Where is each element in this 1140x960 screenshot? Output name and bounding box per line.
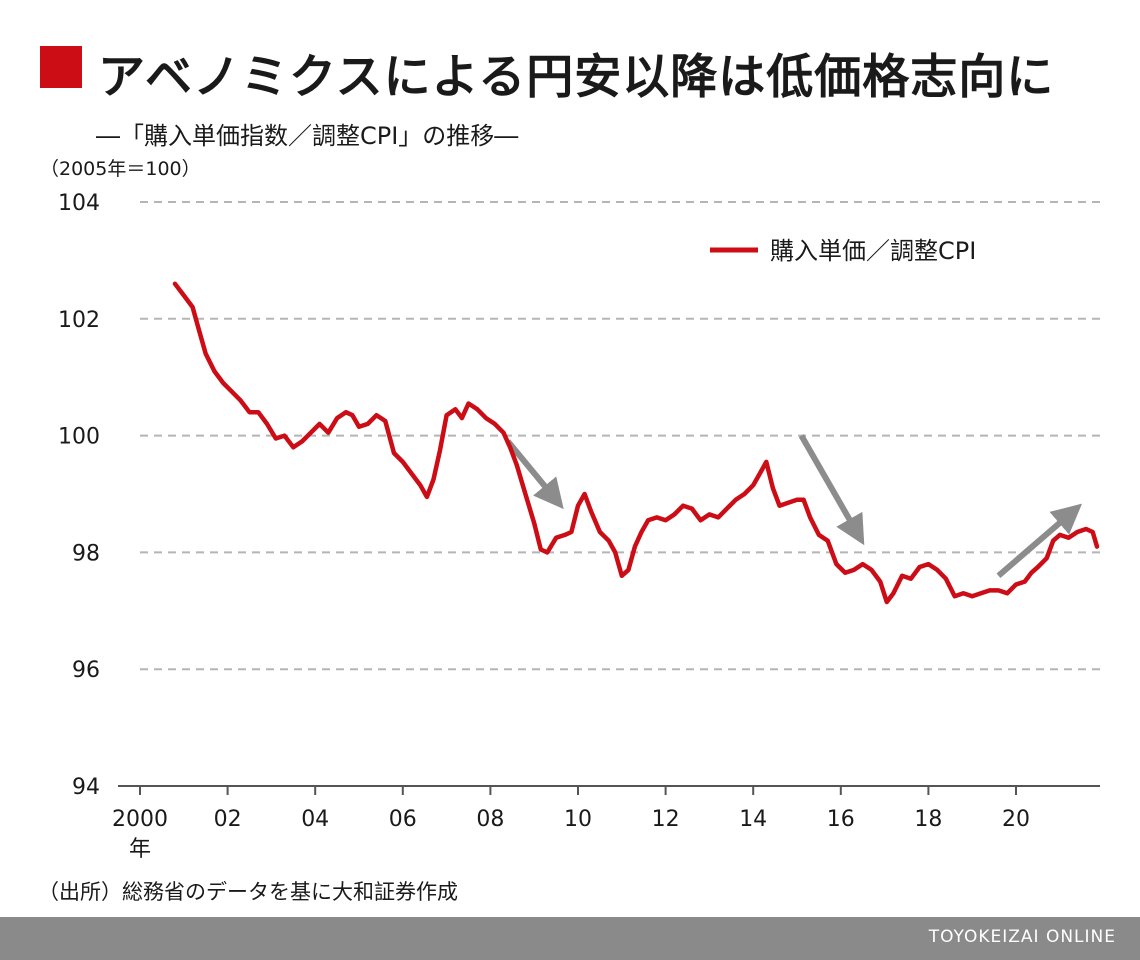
x-tick-label-20: 20 — [1002, 807, 1030, 832]
y-tick-label-102: 102 — [58, 308, 100, 333]
trend-arrow-3 — [996, 503, 1083, 579]
x-tick-label-10: 10 — [564, 807, 592, 832]
footer-bar: TOYOKEIZAI ONLINE — [0, 917, 1140, 960]
y-tick-label-98: 98 — [72, 541, 100, 566]
title-marker-square — [40, 46, 82, 88]
x-axis-unit-label: 年 — [129, 837, 151, 862]
chart-title: アベノミクスによる円安以降は低価格志向に — [98, 50, 1055, 105]
series-line-1 — [172, 281, 1100, 605]
x-tick-label-16: 16 — [827, 807, 855, 832]
x-tick-label-08: 08 — [476, 807, 504, 832]
x-tick-label-12: 12 — [652, 807, 680, 832]
x-tick-label-14: 14 — [739, 807, 767, 832]
y-tick-label-104: 104 — [58, 191, 100, 216]
chart-subtitle: ―「購入単価指数／調整CPI」の推移― — [96, 122, 519, 150]
y-tick-label-96: 96 — [72, 658, 100, 683]
x-tick-label-04: 04 — [301, 807, 329, 832]
source-note: （出所）総務省のデータを基に大和証券作成 — [38, 880, 458, 904]
legend-label: 購入単価／調整CPI — [770, 237, 976, 265]
x-tick-label-18: 18 — [914, 807, 942, 832]
x-tick-label-2000: 2000 — [112, 807, 168, 832]
x-tick-label-02: 02 — [214, 807, 242, 832]
trend-arrow-1 — [505, 439, 564, 510]
x-tick-label-06: 06 — [389, 807, 417, 832]
y-axis-unit-label: （2005年＝100） — [40, 158, 201, 180]
trend-arrow-2 — [798, 434, 865, 546]
y-tick-label-94: 94 — [72, 775, 100, 800]
publisher-brand: TOYOKEIZAI ONLINE — [928, 927, 1116, 947]
y-tick-label-100: 100 — [58, 425, 100, 450]
